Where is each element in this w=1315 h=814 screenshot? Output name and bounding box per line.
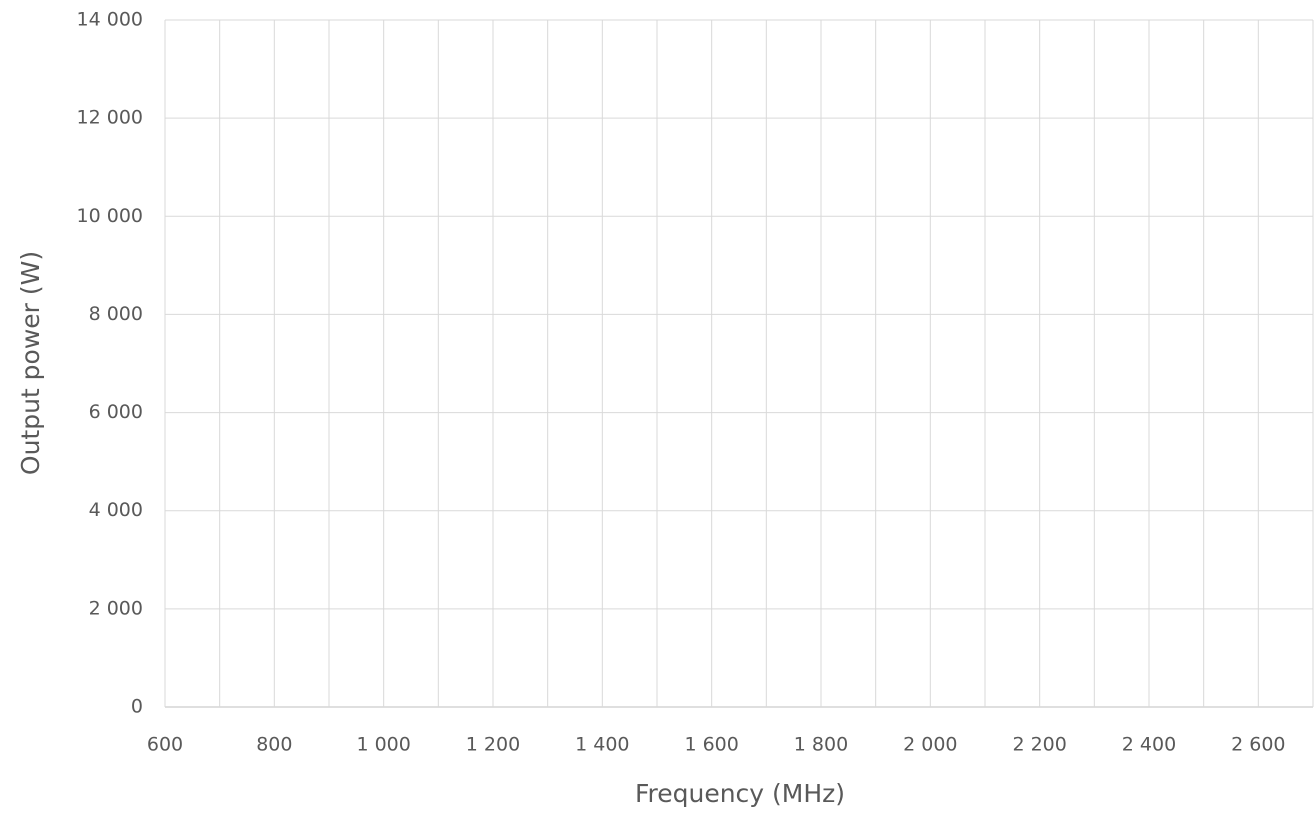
- x-tick-label: 1 000: [356, 734, 410, 756]
- x-tick-label: 1 200: [466, 734, 520, 756]
- y-tick-label: 12 000: [77, 107, 143, 129]
- x-axis-title: Frequency (MHz): [635, 779, 845, 808]
- x-tick-label: 1 400: [575, 734, 629, 756]
- x-tick-label: 1 600: [684, 734, 738, 756]
- y-tick-label: 10 000: [77, 205, 143, 227]
- x-tick-label: 1 800: [794, 734, 848, 756]
- x-tick-label: 2 200: [1012, 734, 1066, 756]
- x-tick-label: 2 600: [1231, 734, 1285, 756]
- y-tick-label: 6 000: [89, 401, 143, 423]
- y-tick-label: 4 000: [89, 499, 143, 521]
- x-tick-label: 2 400: [1122, 734, 1176, 756]
- y-tick-label: 2 000: [89, 597, 143, 619]
- y-axis-title: Output power (W): [16, 251, 45, 475]
- y-tick-label: 8 000: [89, 303, 143, 325]
- x-tick-label: 2 000: [903, 734, 957, 756]
- y-tick-label: 14 000: [77, 9, 143, 31]
- x-tick-label: 800: [256, 734, 292, 756]
- y-tick-label: 0: [131, 696, 143, 718]
- x-tick-label: 600: [147, 734, 183, 756]
